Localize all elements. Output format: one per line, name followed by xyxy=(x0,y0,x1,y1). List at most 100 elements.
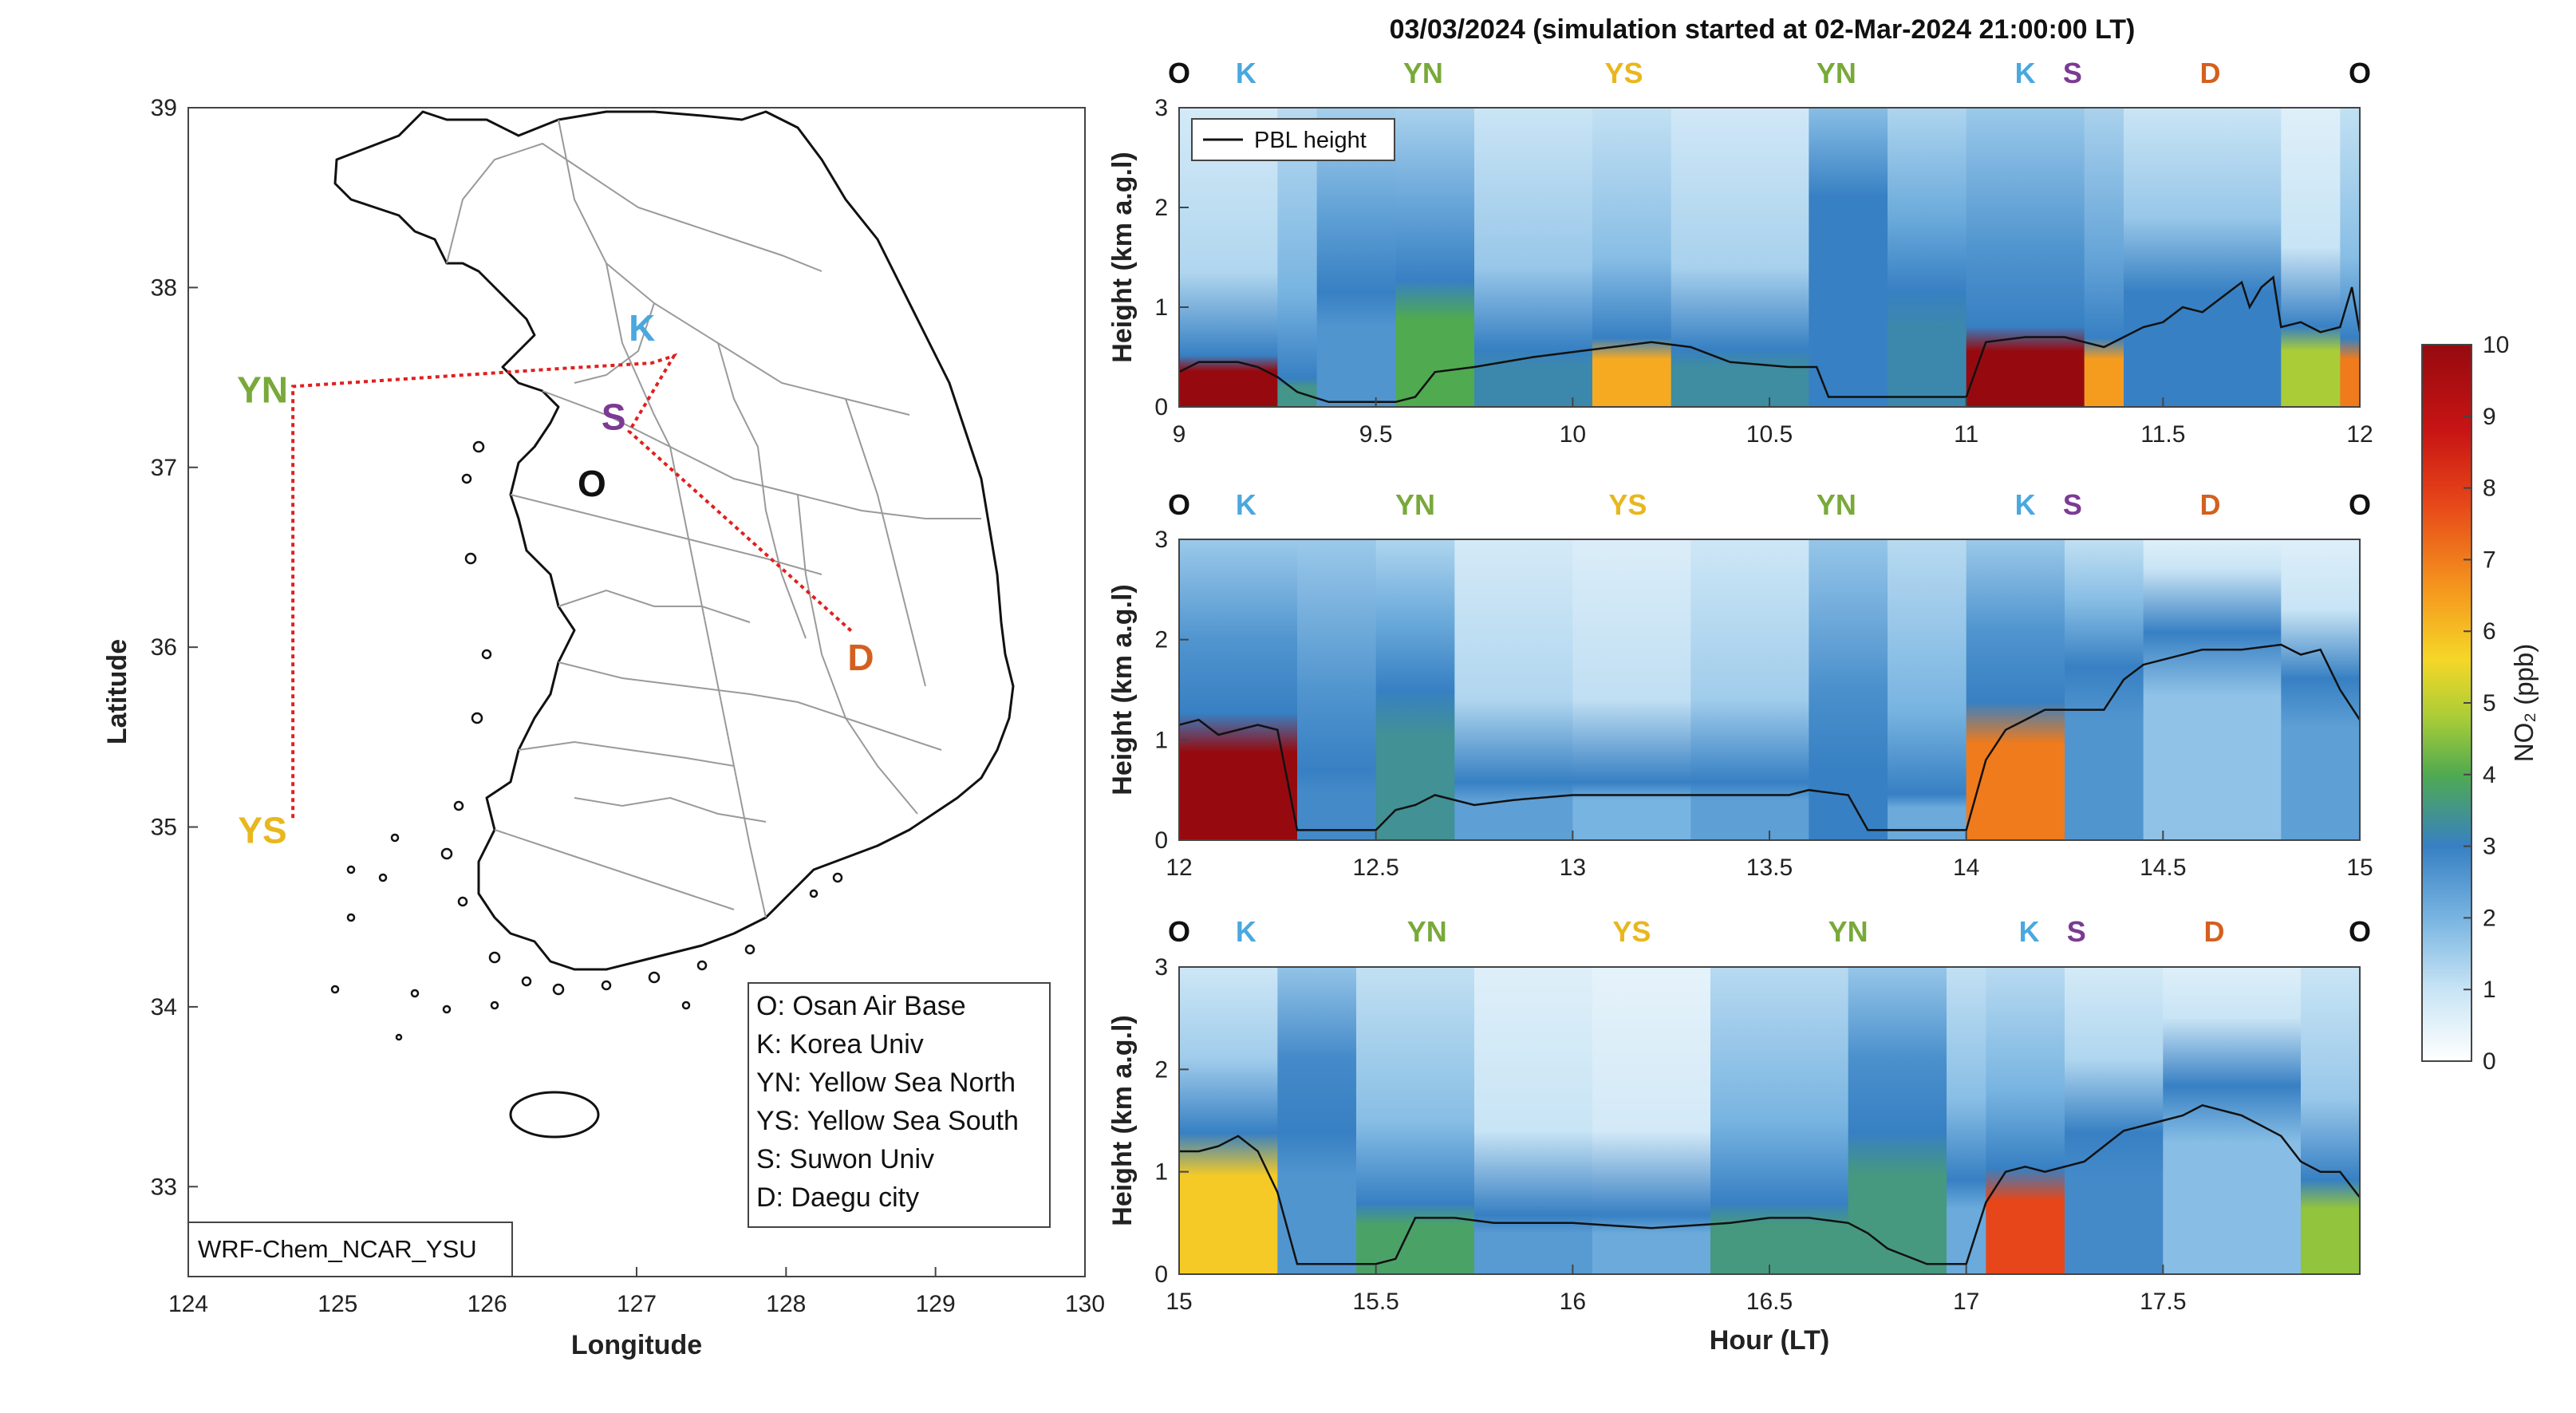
site-marker-ys: YS xyxy=(1604,57,1643,89)
no2-column xyxy=(1888,539,1967,840)
map-y-tick-label: 39 xyxy=(151,95,177,121)
y-tick-label: 3 xyxy=(1154,95,1168,121)
site-legend-entry: YS: Yellow Sea South xyxy=(756,1106,1019,1136)
no2-column xyxy=(1454,539,1574,840)
y-axis-label: Height (km a.g.l) xyxy=(1107,584,1138,795)
colorbar-tick-label: 10 xyxy=(2483,332,2509,358)
no2-column xyxy=(1966,539,2065,840)
y-tick-label: 1 xyxy=(1154,1159,1168,1186)
x-tick-label: 17 xyxy=(1953,1289,1979,1315)
no2-column xyxy=(1474,108,1593,407)
flight-track-line xyxy=(291,353,854,819)
no2-column xyxy=(1179,539,1298,840)
map-ylabel: Latitude xyxy=(102,639,132,744)
model-label-box: WRF-Chem_NCAR_YSU xyxy=(187,1222,513,1277)
x-tick-label: 14.5 xyxy=(2140,855,2186,881)
site-marker-k: K xyxy=(1236,488,1256,521)
site-legend-entry: YN: Yellow Sea North xyxy=(756,1068,1016,1098)
site-legend-entry: K: Korea Univ xyxy=(756,1029,924,1060)
x-tick-label: 13.5 xyxy=(1746,855,1793,881)
site-marker-o: O xyxy=(1168,915,1190,948)
colorbar-tick-label: 0 xyxy=(2483,1048,2496,1075)
x-tick-label: 17.5 xyxy=(2140,1289,2186,1315)
no2-field xyxy=(1179,539,2360,840)
site-marker-d: D xyxy=(2200,57,2221,89)
no2-column xyxy=(1592,108,1672,407)
site-marker-k: K xyxy=(1236,915,1256,948)
y-tick-label: 0 xyxy=(1154,1261,1168,1288)
coastal-islands xyxy=(330,440,843,1041)
map-x-tick-label: 126 xyxy=(467,1291,507,1317)
map-x-tick-label: 129 xyxy=(916,1291,956,1317)
y-axis-label: Height (km a.g.l) xyxy=(1107,152,1138,362)
y-tick-label: 2 xyxy=(1154,627,1168,653)
map-xlabel: Longitude xyxy=(571,1330,702,1360)
colorbar-tick-label: 6 xyxy=(2483,618,2496,645)
site-marker-o: O xyxy=(1168,57,1190,89)
map-x-tick-label: 127 xyxy=(617,1291,657,1317)
site-marker-k: K xyxy=(1236,57,1256,89)
site-legend-entry: D: Daegu city xyxy=(756,1182,919,1213)
no2-column xyxy=(1395,108,1475,407)
map-site-ys: YS xyxy=(238,810,286,851)
colorbar-ramp xyxy=(2421,344,2472,1062)
x-tick-label: 12 xyxy=(2346,421,2373,448)
no2-column xyxy=(1474,967,1593,1274)
no2-column xyxy=(2143,539,2282,840)
no2-column xyxy=(1947,967,1987,1274)
map-y-tick-label: 36 xyxy=(151,634,177,661)
jeju-island xyxy=(509,1091,600,1139)
no2-column xyxy=(1356,967,1475,1274)
site-legend-entry: O: Osan Air Base xyxy=(756,991,966,1021)
no2-column xyxy=(2084,108,2124,407)
colorbar-tick-label: 8 xyxy=(2483,476,2496,502)
map-y-tick-label: 33 xyxy=(151,1174,177,1200)
site-marker-o: O xyxy=(1168,488,1190,521)
x-tick-label: 14 xyxy=(1953,855,1979,881)
x-tick-label: 9.5 xyxy=(1359,421,1393,448)
pbl-height-line xyxy=(1179,275,2360,404)
colorbar-tick-label: 2 xyxy=(2483,905,2496,931)
site-marker-yn: YN xyxy=(1395,488,1435,521)
no2-column xyxy=(1375,539,1456,840)
no2-column xyxy=(1671,108,1810,407)
pbl-height-line xyxy=(1179,643,2360,831)
pbl-legend-label: PBL height xyxy=(1254,128,1367,153)
site-marker-yn: YN xyxy=(1403,57,1443,89)
site-legend-box: O: Osan Air Base K: Korea Univ YN: Yellow … xyxy=(748,982,1051,1228)
map-y-tick-label: 35 xyxy=(151,815,177,841)
site-marker-d: D xyxy=(2200,488,2221,521)
x-tick-label: 16.5 xyxy=(1746,1289,1793,1315)
no2-column xyxy=(1710,967,1849,1274)
map-x-tick-label: 130 xyxy=(1065,1291,1105,1317)
no2-column xyxy=(2281,539,2360,840)
no2-column xyxy=(1809,539,1888,840)
x-tick-label: 11 xyxy=(1954,421,1978,448)
province-boundaries xyxy=(446,119,981,918)
map-y-tick-label: 38 xyxy=(151,274,177,301)
no2-column xyxy=(2281,108,2341,407)
site-marker-yn: YN xyxy=(1817,57,1856,89)
map-site-s: S xyxy=(602,396,626,437)
no2-column xyxy=(1690,539,1810,840)
x-tick-label: 12.5 xyxy=(1352,855,1398,881)
no2-column xyxy=(1572,539,1692,840)
no2-column xyxy=(1297,539,1377,840)
no2-field xyxy=(1179,967,2360,1274)
y-tick-label: 0 xyxy=(1154,827,1168,854)
colorbar-label: NO₂ (ppb) xyxy=(2509,644,2539,763)
site-marker-k: K xyxy=(2015,57,2036,89)
site-marker-o: O xyxy=(2349,915,2371,948)
map-x-tick-label: 128 xyxy=(766,1291,806,1317)
no2-column xyxy=(2065,539,2144,840)
site-marker-o: O xyxy=(2349,488,2371,521)
map-y-tick-label: 37 xyxy=(151,455,177,481)
x-tick-label: 10 xyxy=(1560,421,1586,448)
site-marker-d: D xyxy=(2203,915,2224,948)
site-marker-s: S xyxy=(2063,488,2082,521)
map-site-yn: YN xyxy=(237,369,288,410)
site-marker-yn: YN xyxy=(1828,915,1868,948)
map-site-d: D xyxy=(847,637,874,678)
